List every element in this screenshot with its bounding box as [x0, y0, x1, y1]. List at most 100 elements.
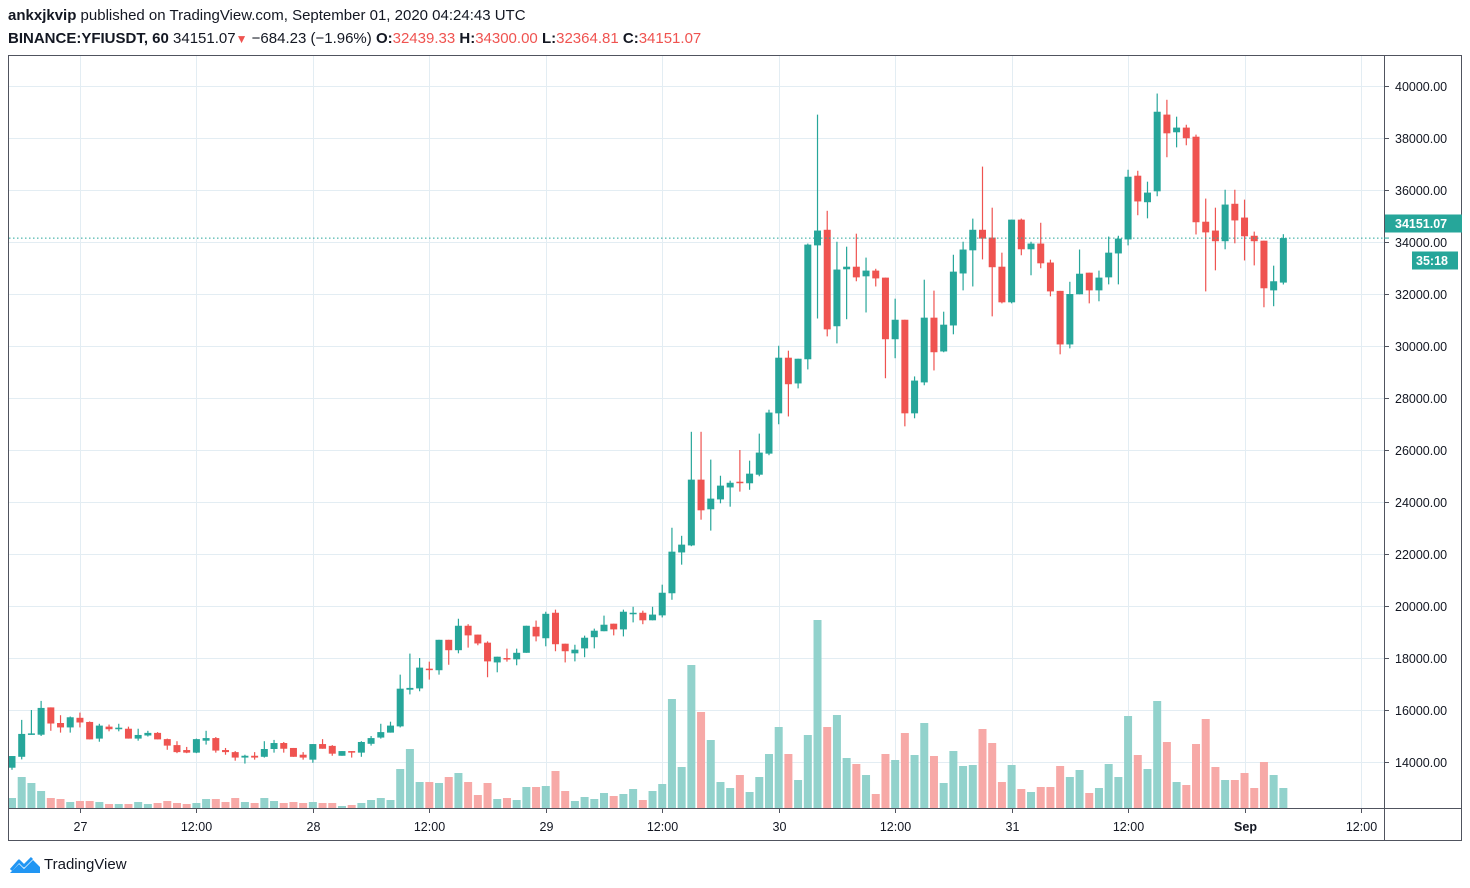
candle-body-down	[988, 237, 996, 268]
volume-bar	[289, 802, 298, 808]
candle-body-up	[949, 271, 957, 326]
publish-info: ankxjkvip published on TradingView.com, …	[8, 7, 526, 24]
candle-body-up	[1095, 277, 1103, 291]
candle-body-up	[115, 727, 123, 730]
candle-body-up	[18, 733, 26, 757]
volume-bar	[357, 803, 366, 808]
volume-bar	[726, 788, 735, 808]
volume-bar	[163, 801, 172, 808]
volume-bar	[347, 805, 356, 808]
volume-bar	[677, 767, 686, 808]
candle-body-down	[57, 723, 65, 728]
candle-body-down	[212, 738, 220, 751]
candle-body-up	[1153, 111, 1161, 192]
volume-bar	[648, 791, 657, 808]
volume-bar	[570, 801, 579, 808]
volume-bar	[1192, 744, 1201, 808]
volume-bar	[66, 802, 75, 808]
candle-body-down	[872, 270, 880, 279]
candle-body-down	[474, 634, 482, 644]
volume-bar	[735, 775, 744, 808]
volume-bar	[658, 784, 667, 808]
candle-body-down	[280, 743, 288, 749]
time-tick-label: 29	[540, 820, 554, 834]
footer-brand[interactable]: TradingView	[10, 855, 127, 873]
volume-bar	[910, 755, 919, 808]
volume-bar	[541, 786, 550, 808]
volume-bar	[881, 754, 890, 808]
volume-bar	[697, 712, 706, 808]
price-tick-label: 26000.00	[1395, 444, 1447, 458]
volume-bar	[318, 803, 327, 808]
candle-body-up	[386, 725, 394, 733]
triangle-down-icon: ▼	[235, 32, 248, 46]
candle-body-up	[600, 624, 608, 632]
volume-bar	[1133, 755, 1142, 808]
volume-bar	[580, 797, 589, 808]
volume-bar	[270, 801, 279, 808]
volume-bar	[600, 793, 609, 808]
volume-bar	[939, 783, 948, 808]
price-tick-label: 28000.00	[1395, 392, 1447, 406]
candle-body-down	[736, 481, 744, 484]
volume-bar	[920, 723, 929, 808]
volume-bar	[590, 799, 599, 808]
price-tick-label: 14000.00	[1395, 756, 1447, 770]
price-tick-label: 40000.00	[1395, 80, 1447, 94]
volume-bar	[745, 792, 754, 808]
candle-body-down	[561, 643, 569, 652]
candle-body-up	[260, 749, 268, 757]
volume-bar	[1027, 792, 1036, 808]
high-label: H:	[459, 30, 476, 47]
candle-body-down	[697, 479, 705, 511]
candle-body-down	[930, 317, 938, 353]
candle-body-up	[542, 613, 550, 639]
volume-bar	[832, 715, 841, 808]
candle-body-down	[231, 752, 239, 758]
candle-body-up	[192, 739, 200, 753]
candle-body-down	[639, 612, 647, 621]
candle-body-up	[891, 319, 899, 340]
candle-body-down	[105, 726, 113, 730]
candle-body-down	[1134, 175, 1142, 202]
volume-bar	[114, 804, 123, 808]
volume-bar	[182, 804, 191, 808]
volume-bar	[900, 733, 909, 808]
time-tick-label: 28	[307, 820, 321, 834]
candle-body-up	[134, 734, 142, 739]
volume-bar	[328, 803, 337, 808]
candle-body-up	[755, 452, 763, 475]
candle-body-up	[775, 357, 783, 414]
candle-body-down	[1037, 243, 1045, 264]
time-axis[interactable]: 27 12:00 28 12:00 29 12:00 30 12:00 31 12:00 Sep 12…	[74, 808, 1378, 834]
volume-bars	[8, 620, 1288, 808]
price-axis[interactable]: 14000.00 16000.00 18000.00 20000.00 22000.00…	[1384, 80, 1447, 770]
volume-bar	[134, 802, 143, 808]
close-value: 34151.07	[638, 30, 702, 47]
candle-body-up	[833, 269, 841, 327]
candle-body-up	[1076, 273, 1084, 295]
volume-bar	[1182, 785, 1191, 808]
volume-bar	[755, 777, 764, 808]
volume-bar	[192, 803, 201, 808]
price-tick-label: 38000.00	[1395, 132, 1447, 146]
candle-body-up	[377, 732, 385, 738]
price-tick-label: 16000.00	[1395, 704, 1447, 718]
candle-body-up	[619, 611, 627, 630]
volume-bar	[279, 803, 288, 808]
volume-bar	[1056, 766, 1065, 808]
candle-body-up	[144, 732, 152, 736]
candle-body-up	[707, 498, 715, 510]
volume-bar	[337, 806, 346, 808]
volume-bar	[75, 801, 84, 808]
volume-bar	[211, 799, 220, 808]
candle-body-down	[532, 626, 540, 637]
candle-body-down	[1046, 262, 1054, 292]
candle-body-down	[979, 229, 986, 239]
candle-body-up	[522, 625, 530, 653]
volume-bar	[1036, 787, 1045, 808]
candle-body-up	[1143, 192, 1151, 203]
volume-bar	[464, 782, 473, 808]
candle-body-up	[804, 244, 812, 360]
